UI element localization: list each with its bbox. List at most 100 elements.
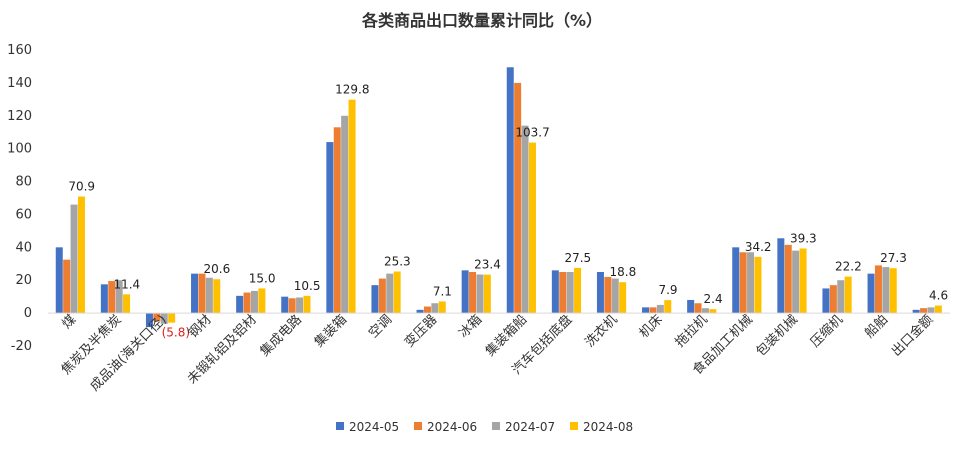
bar-2024-08 [258, 288, 266, 314]
bar-2024-07 [611, 278, 619, 314]
y-tick-label: -20 [11, 339, 32, 354]
y-tick-label: 20 [15, 273, 32, 288]
bar-2024-07 [792, 250, 800, 314]
y-tick-label: 140 [7, 76, 32, 91]
chart-title: 各类商品出口数量累计同比（%） [361, 11, 602, 30]
bar-2024-06 [108, 281, 116, 314]
bar-2024-06 [423, 306, 431, 314]
bar-2024-08 [844, 276, 852, 314]
bar-2024-05 [732, 247, 740, 314]
data-label: 70.9 [68, 180, 95, 194]
y-axis: -20 0 20 40 60 80 100 120 140 160 [7, 43, 32, 354]
data-label: 129.8 [335, 83, 369, 97]
data-label: 15.0 [249, 271, 276, 285]
data-label: 7.1 [433, 284, 452, 298]
bar-2024-08 [213, 279, 221, 314]
bar-2024-05 [371, 285, 379, 314]
bar-2024-08 [889, 268, 897, 314]
legend-label: 2024-05 [349, 420, 399, 434]
y-tick-label: 160 [7, 43, 32, 58]
data-label: 103.7 [515, 126, 549, 140]
bar-2024-06 [874, 265, 882, 314]
bar-2024-07 [656, 304, 664, 314]
category-label: 集成电路 [257, 312, 305, 360]
bar-2024-05 [551, 270, 559, 314]
bar-2024-07 [566, 272, 574, 314]
bar-2024-06 [559, 272, 567, 314]
bar-2024-07 [296, 297, 304, 314]
y-tick-label: 0 [24, 306, 32, 321]
bar-2024-06 [333, 127, 341, 314]
data-label: (5.8) [162, 326, 190, 340]
data-label: 34.2 [745, 240, 772, 254]
data-label: 11.4 [113, 277, 140, 291]
category-label: 机床 [637, 312, 666, 341]
bar-2024-08 [393, 271, 401, 314]
bar-2024-07 [341, 115, 349, 314]
bar-2024-06 [649, 307, 657, 314]
bar-2024-05 [145, 313, 153, 328]
bar-2024-06 [694, 303, 702, 314]
bar-2024-08 [123, 294, 131, 314]
bar-2024-08 [168, 313, 176, 323]
bar-2024-05 [461, 270, 469, 314]
data-label: 22.2 [835, 260, 862, 274]
bar-2024-08 [528, 142, 536, 314]
data-labels-group: 70.9 11.4 (5.8) 20.6 15.0 10.5 129.8 25.3 7.1 23.… [68, 83, 948, 340]
category-label: 冰箱 [456, 312, 486, 342]
bar-2024-07 [431, 303, 439, 314]
bar-2024-07 [747, 252, 755, 314]
bar-2024-06 [378, 278, 386, 314]
category-label: 集装箱船 [482, 312, 530, 360]
legend-swatch [414, 422, 422, 430]
data-label: 2.4 [704, 292, 723, 306]
data-label: 25.3 [384, 255, 411, 269]
category-label: 变压器 [401, 312, 440, 351]
legend-label: 2024-06 [427, 420, 477, 434]
bar-2024-06 [920, 308, 928, 314]
bar-2024-06 [153, 313, 161, 322]
bar-2024-07 [250, 290, 258, 314]
bar-2024-08 [303, 295, 311, 314]
bar-2024-08 [934, 305, 942, 314]
bar-2024-07 [882, 267, 890, 314]
bar-2024-06 [243, 292, 251, 314]
bar-2024-05 [55, 247, 63, 314]
bar-2024-05 [912, 309, 920, 314]
data-label: 23.4 [474, 258, 501, 272]
bar-2024-06 [288, 298, 296, 314]
bar-2024-08 [348, 99, 356, 314]
category-label: 集装箱 [311, 312, 350, 351]
bar-2024-06 [469, 272, 477, 314]
bar-2024-06 [739, 252, 747, 314]
category-label: 洗衣机 [582, 312, 621, 351]
bar-2024-06 [198, 273, 206, 314]
bar-2024-05 [687, 299, 695, 314]
bar-2024-07 [386, 273, 394, 314]
category-label: 空调 [366, 312, 395, 341]
bar-2024-05 [867, 273, 875, 314]
bar-2024-06 [604, 276, 612, 314]
bar-2024-06 [514, 82, 522, 314]
category-label: 出口金额 [888, 312, 936, 360]
bar-2024-07 [476, 274, 484, 314]
bar-2024-05 [100, 284, 108, 314]
y-tick-label: 60 [15, 207, 32, 222]
bar-2024-06 [63, 259, 71, 314]
category-label: 成品油(海关口径) [87, 312, 169, 394]
bar-2024-07 [837, 280, 845, 314]
bar-2024-08 [754, 256, 762, 314]
legend-label: 2024-07 [505, 420, 555, 434]
data-label: 7.9 [658, 283, 677, 297]
bar-2024-08 [77, 196, 85, 314]
legend-label: 2024-08 [583, 420, 633, 434]
y-tick-label: 120 [7, 109, 32, 124]
bar-2024-05 [822, 288, 830, 314]
legend: 2024-05 2024-06 2024-07 2024-08 [336, 420, 633, 434]
bar-2024-08 [483, 274, 491, 314]
bar-2024-07 [701, 308, 709, 314]
legend-swatch [570, 422, 578, 430]
